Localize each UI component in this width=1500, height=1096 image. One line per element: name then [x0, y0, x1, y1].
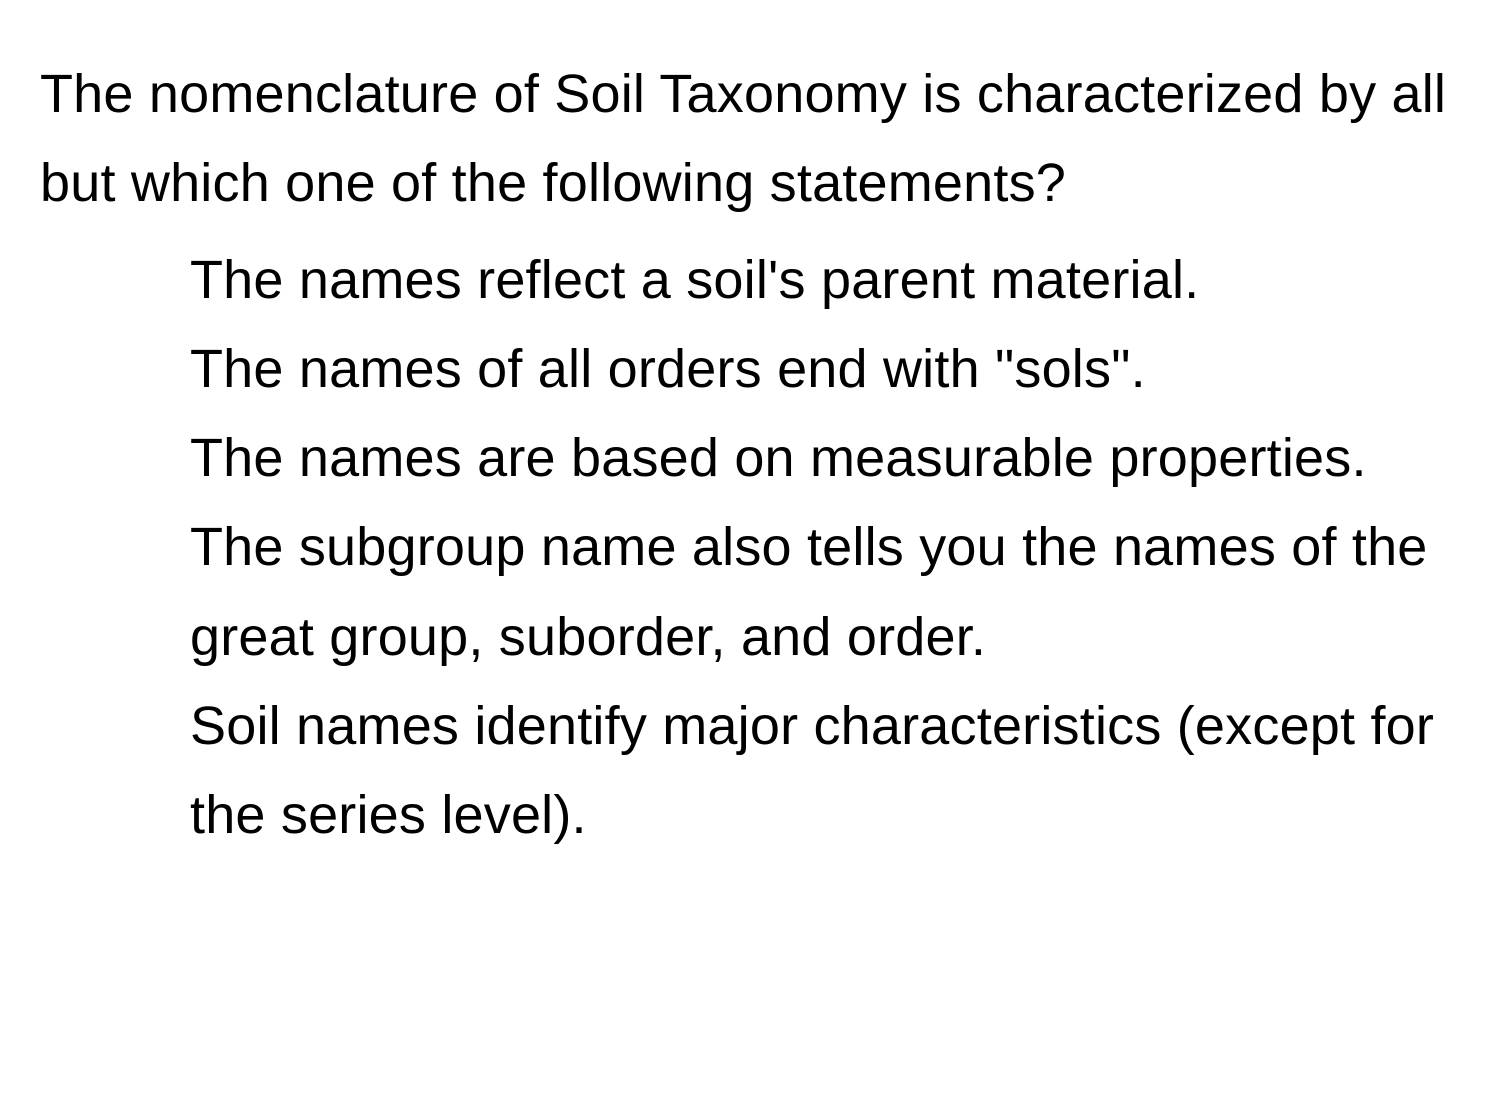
- option-e: Soil names identify major characteristic…: [190, 682, 1460, 860]
- question-container: The nomenclature of Soil Taxonomy is cha…: [0, 0, 1500, 900]
- option-c: The names are based on measurable proper…: [190, 414, 1460, 503]
- question-stem: The nomenclature of Soil Taxonomy is cha…: [40, 50, 1460, 228]
- option-d: The subgroup name also tells you the nam…: [190, 503, 1460, 681]
- options-list: The names reflect a soil's parent materi…: [40, 236, 1460, 860]
- option-a: The names reflect a soil's parent materi…: [190, 236, 1460, 325]
- option-b: The names of all orders end with "sols".: [190, 325, 1460, 414]
